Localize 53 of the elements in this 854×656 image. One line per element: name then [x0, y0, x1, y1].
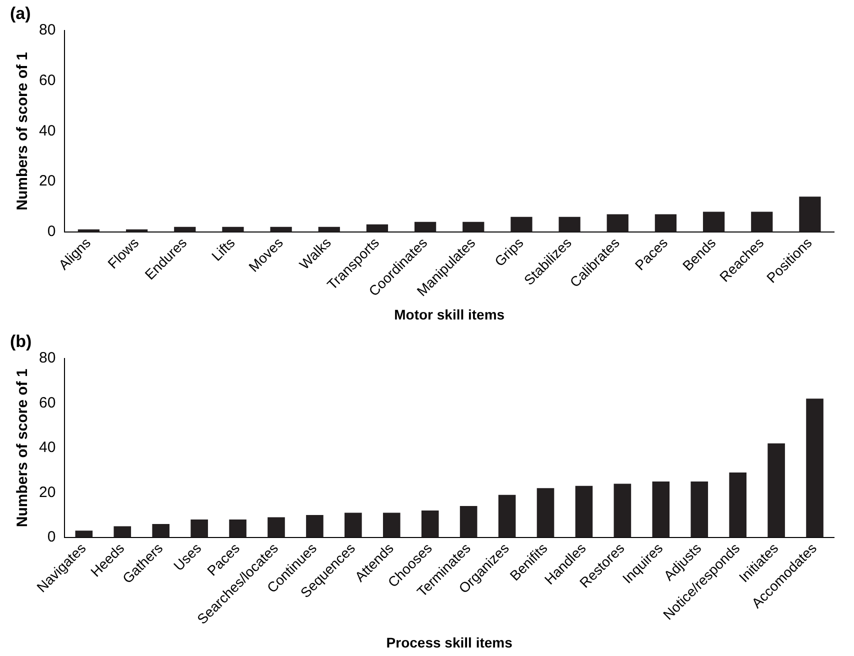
y-tick-label: 0	[47, 223, 56, 240]
bar	[190, 519, 208, 538]
bar	[174, 226, 196, 232]
y-axis-title: Numbers of score of 1	[14, 368, 32, 528]
bar	[268, 517, 285, 538]
y-tick-label: 80	[38, 22, 56, 39]
chart-title: (a)	[10, 4, 31, 23]
bar	[318, 226, 340, 232]
y-tick-label: 0	[47, 528, 56, 546]
bar	[306, 515, 324, 538]
x-axis-title: Process skill items	[386, 634, 513, 650]
x-axis-title: Motor skill items	[394, 306, 505, 322]
bar	[366, 224, 388, 232]
bar	[558, 216, 580, 232]
y-tick-label: 40	[38, 439, 56, 456]
y-tick-label: 60	[38, 72, 56, 89]
bar	[462, 222, 484, 232]
bar	[806, 398, 824, 538]
bar	[229, 519, 246, 538]
bar	[78, 229, 100, 232]
bar	[344, 512, 362, 538]
y-tick-label: 80	[38, 350, 56, 367]
bar	[652, 481, 670, 538]
bar	[270, 226, 292, 232]
bar	[114, 526, 132, 538]
bar	[751, 212, 773, 232]
bar	[606, 214, 628, 232]
bar	[536, 488, 554, 538]
y-tick-label: 20	[38, 484, 56, 501]
y-axis-title: Numbers of score of 1	[14, 52, 32, 210]
bar	[510, 216, 532, 232]
bar	[152, 524, 170, 538]
bar	[421, 510, 439, 538]
y-tick-label: 20	[38, 172, 56, 190]
bar	[690, 481, 708, 538]
bar	[702, 212, 725, 232]
bar	[799, 196, 821, 232]
y-tick-label: 40	[38, 122, 56, 140]
y-tick-label: 60	[38, 394, 56, 412]
bar	[460, 506, 478, 538]
bar	[729, 472, 746, 538]
bar	[614, 484, 632, 538]
chart-title: (b)	[10, 332, 32, 351]
bar	[654, 214, 677, 232]
bar	[575, 486, 593, 538]
bar	[768, 443, 785, 538]
bar	[222, 226, 244, 232]
bar	[75, 530, 93, 538]
x-tick-label: Lifts	[208, 234, 238, 264]
bar	[126, 229, 148, 232]
bar	[498, 494, 516, 538]
bar	[382, 512, 400, 538]
bar	[414, 222, 436, 232]
